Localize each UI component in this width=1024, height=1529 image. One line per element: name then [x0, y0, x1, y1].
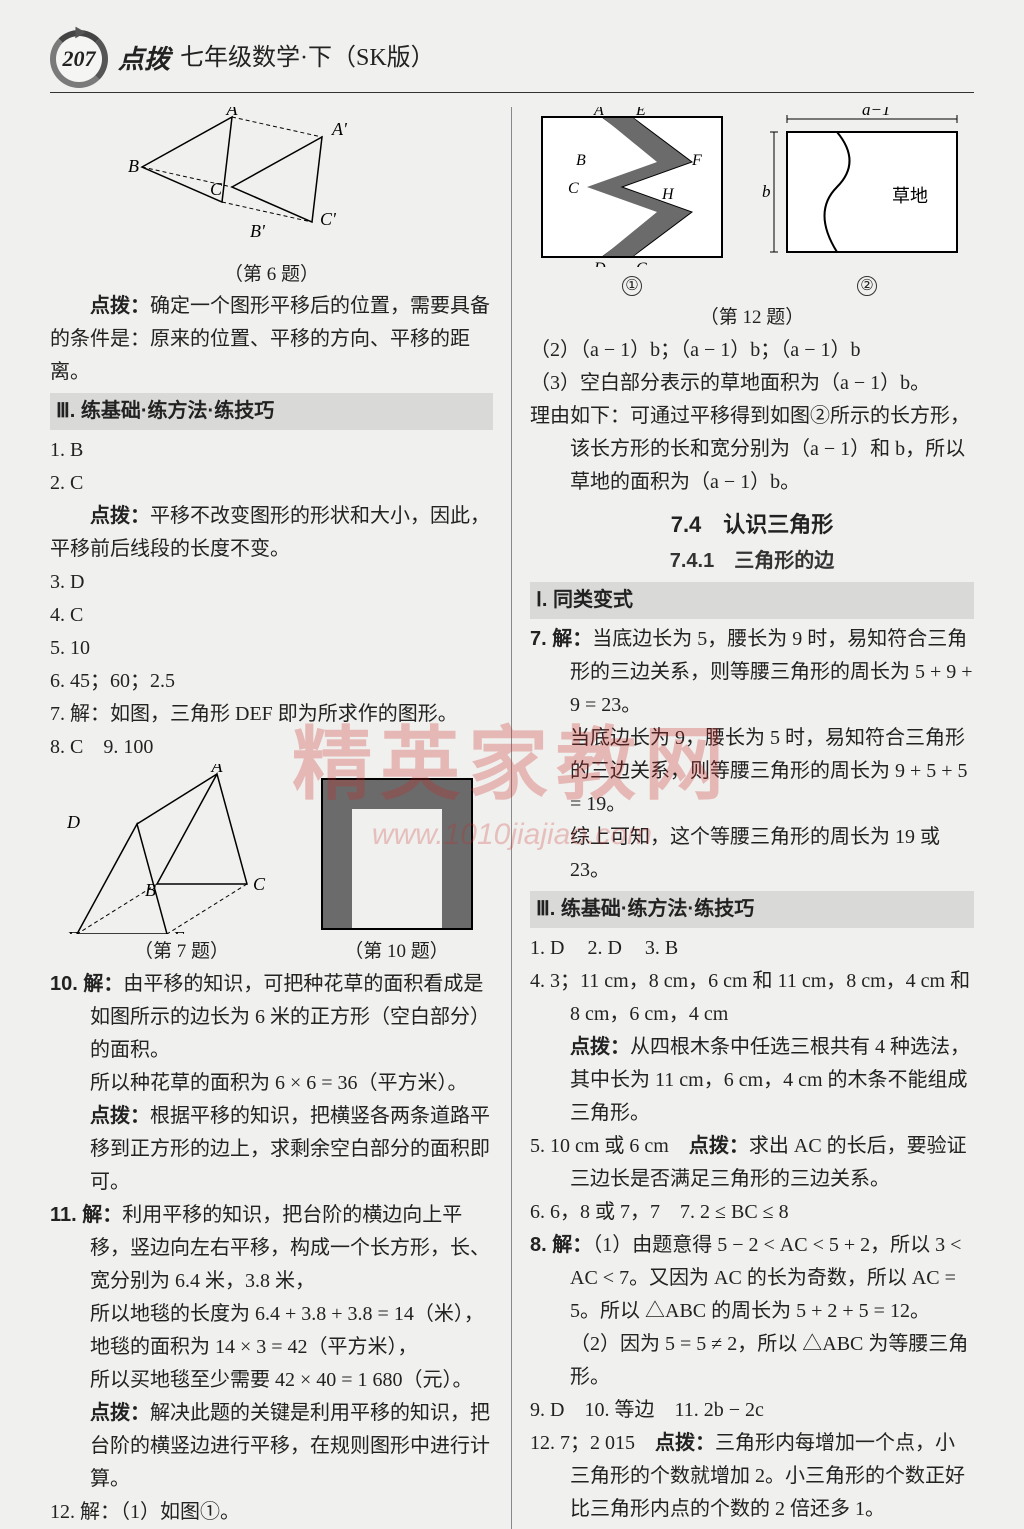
right-column: A E B F C H D G ① 草地 — [512, 107, 974, 1529]
svg-text:A': A' — [331, 119, 348, 139]
page-header: 207 点拨 七年级数学·下（SK版） — [50, 30, 974, 93]
answer-5: 5. 10 — [50, 632, 493, 665]
svg-text:C: C — [568, 180, 579, 197]
answer-4: 4. C — [50, 599, 493, 632]
r12-3a: （3）空白部分表示的草地面积为（a − 1）b。 — [530, 367, 974, 400]
answer-10-line2: 所以种花草的面积为 6 × 6 = 36（平方米）。 — [90, 1067, 493, 1100]
svg-text:F: F — [691, 152, 702, 169]
answer-11: 11. 解：利用平移的知识，把台阶的横边向上平移，竖边向左右平移，构成一个长方形… — [50, 1199, 493, 1298]
tip-label: 点拨： — [90, 505, 150, 527]
figures-7-10: A B C D E F （第 7 题） — [50, 764, 493, 967]
r12: 12. 7；2 015 点拨：三角形内每增加一个点，小三角形的个数就增加 2。小… — [530, 1427, 974, 1526]
svg-text:a−1: a−1 — [862, 107, 890, 119]
svg-text:D: D — [67, 812, 80, 832]
svg-text:H: H — [661, 186, 675, 203]
book-title: 七年级数学·下（SK版） — [180, 39, 435, 79]
right-section-3-heading: Ⅲ. 练基础·练方法·练技巧 — [530, 891, 974, 928]
circled-1: ① — [622, 276, 642, 296]
figure-6: A A' B C B' C' — [50, 107, 493, 257]
page-number: 207 — [63, 41, 96, 77]
figure-12-caption: （第 12 题） — [530, 302, 974, 333]
svg-text:草地: 草地 — [892, 186, 928, 206]
answer-12: 12. 解：（1）如图①。 — [50, 1496, 493, 1529]
svg-text:D: D — [593, 260, 606, 267]
svg-text:B: B — [576, 152, 586, 169]
r5: 5. 10 cm 或 6 cm 点拨：求出 AC 的长后，要验证三边长是否满足三… — [530, 1130, 974, 1196]
svg-text:C': C' — [320, 209, 337, 229]
section-3-heading: Ⅲ. 练基础·练方法·练技巧 — [50, 393, 493, 430]
tip-6: 点拨：确定一个图形平移后的位置，需要具备的条件是：原来的位置、平移的方向、平移的… — [50, 290, 493, 389]
r8: 8. 解：（1）由题意得 5 − 2 < AC < 5 + 2，所以 3 < A… — [530, 1229, 974, 1328]
answer-11-tip: 点拨：解决此题的关键是利用平移的知识，把台阶的横竖边进行平移，在规则图形中进行计… — [90, 1397, 493, 1496]
svg-text:E: E — [67, 928, 78, 934]
svg-text:B: B — [128, 156, 139, 176]
section-7-4-1: 7.4.1 三角形的边 — [530, 545, 974, 578]
r4-tip: 点拨：从四根木条中任选三根共有 4 种选法，其中长为 11 cm，6 cm，4 … — [570, 1031, 974, 1130]
answer-10-tip: 点拨：根据平移的知识，把横竖各两条道路平移到正方形的边上，求剩余空白部分的面积即… — [90, 1100, 493, 1199]
page-number-badge: 207 — [50, 30, 108, 88]
brand: 点拨 — [118, 38, 170, 81]
answer-1: 1. B — [50, 434, 493, 467]
figure-12: A E B F C H D G ① 草地 — [530, 107, 974, 300]
answer-11-line3: 地毯的面积为 14 × 3 = 42（平方米）， — [90, 1331, 493, 1364]
answer-7: 7. 解：如图，三角形 DEF 即为所求作的图形。 — [50, 698, 493, 731]
svg-text:b: b — [762, 182, 771, 201]
circled-2: ② — [857, 276, 877, 296]
section-7-4: 7.4 认识三角形 — [530, 507, 974, 543]
svg-text:F: F — [172, 928, 185, 934]
answer-2: 2. C — [50, 467, 493, 500]
tip-label: 点拨： — [90, 295, 150, 317]
section-1-heading: Ⅰ. 同类变式 — [530, 582, 974, 619]
r7-line3: 综上可知，这个等腰三角形的周长为 19 或 23。 — [570, 821, 974, 887]
answer-6: 6. 45；60；2.5 — [50, 665, 493, 698]
answer-8-9: 8. C 9. 100 — [50, 731, 493, 764]
figure-6-caption: （第 6 题） — [50, 259, 493, 290]
answer-3: 3. D — [50, 566, 493, 599]
answer-11-line2: 所以地毯的长度为 6.4 + 3.8 + 3.8 = 14（米）， — [90, 1298, 493, 1331]
r-answers-1-3: 1. D 2. D 3. B — [530, 932, 974, 965]
figure-10-caption: （第 10 题） — [317, 936, 477, 967]
r9-11: 9. D 10. 等边 11. 2b − 2c — [530, 1394, 974, 1427]
r7-line2: 当底边长为 9，腰长为 5 时，易知符合三角形的三边关系，则等腰三角形的周长为 … — [570, 722, 974, 821]
answer-10: 10. 解：由平移的知识，可把种花草的面积看成是如图所示的边长为 6 米的正方形… — [50, 968, 493, 1067]
r6-7: 6. 6，8 或 7，7 7. 2 ≤ BC ≤ 8 — [530, 1196, 974, 1229]
svg-text:A: A — [593, 107, 604, 119]
answer-2-tip: 点拨：平移不改变图形的形状和大小，因此，平移前后线段的长度不变。 — [50, 500, 493, 566]
left-column: A A' B C B' C' （第 6 题） 点拨：确定一个图形平移后的位置，需… — [50, 107, 512, 1529]
svg-text:C: C — [210, 179, 223, 199]
r12-3b: 理由如下：可通过平移得到如图②所示的长方形，该长方形的长和宽分别为（a − 1）… — [530, 400, 974, 499]
svg-text:B': B' — [250, 221, 266, 241]
svg-text:A: A — [225, 107, 238, 119]
svg-text:C: C — [253, 874, 266, 894]
answer-11-line4: 所以买地毯至少需要 42 × 40 = 1 680（元）。 — [90, 1364, 493, 1397]
r7: 7. 解：当底边长为 5，腰长为 9 时，易知符合三角形的三边关系，则等腰三角形… — [530, 623, 974, 722]
svg-text:E: E — [635, 107, 646, 119]
svg-text:B: B — [145, 880, 156, 900]
r4: 4. 3；11 cm，8 cm，6 cm 和 11 cm，8 cm，4 cm 和… — [530, 965, 974, 1031]
svg-text:G: G — [636, 260, 648, 267]
r12-2: （2）（a − 1）b；（a − 1）b；（a − 1）b — [530, 334, 974, 367]
r8-line2: （2）因为 5 = 5 ≠ 2，所以 △ABC 为等腰三角形。 — [570, 1328, 974, 1394]
figure-7-caption: （第 7 题） — [67, 936, 297, 967]
